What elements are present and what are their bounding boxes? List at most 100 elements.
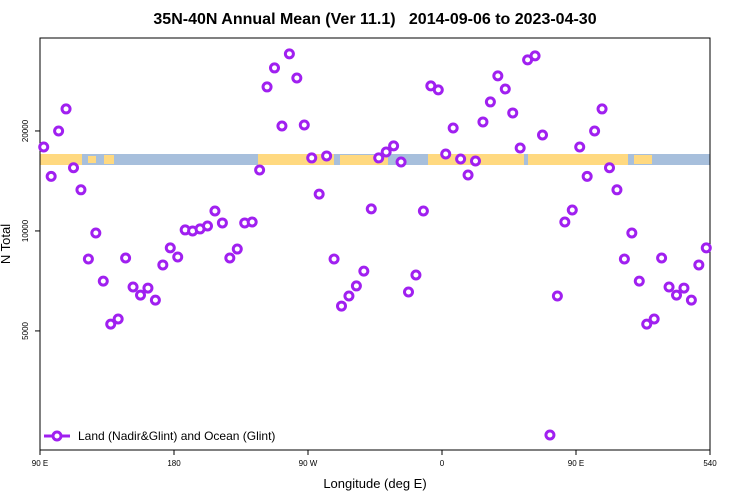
point <box>395 156 407 168</box>
point <box>611 184 623 196</box>
point <box>269 62 280 74</box>
point <box>544 429 556 441</box>
point <box>514 142 526 154</box>
point <box>313 188 325 200</box>
point <box>678 282 690 294</box>
point <box>283 48 295 60</box>
point <box>492 70 504 82</box>
point <box>224 252 236 264</box>
point <box>440 148 452 160</box>
point <box>276 120 288 132</box>
point <box>291 72 303 84</box>
point <box>693 259 705 271</box>
point <box>306 152 318 164</box>
point <box>97 275 109 287</box>
point <box>135 289 146 301</box>
x-tick-label: 0 <box>440 459 445 468</box>
point <box>618 253 630 265</box>
point <box>358 265 370 277</box>
point <box>417 205 429 217</box>
point <box>149 294 161 306</box>
point <box>477 116 489 128</box>
point <box>648 313 660 325</box>
legend-label: Land (Nadir&Glint) and Ocean (Glint) <box>78 429 275 443</box>
point <box>343 290 355 302</box>
point <box>380 146 392 158</box>
land-strip <box>258 154 334 165</box>
point <box>112 313 124 325</box>
point <box>254 164 266 176</box>
point <box>164 242 176 254</box>
point <box>470 155 481 167</box>
point <box>336 300 347 312</box>
point <box>261 81 273 93</box>
point <box>120 252 132 264</box>
point <box>663 281 675 293</box>
point <box>373 152 385 164</box>
point <box>671 289 682 301</box>
point <box>700 242 712 254</box>
x-axis-label: Longitude (deg E) <box>323 476 426 491</box>
y-axis-label: N Total <box>0 224 13 264</box>
point <box>551 290 563 302</box>
point <box>507 107 519 119</box>
x-tick-label: 540 <box>703 459 717 468</box>
x-tick-label: 90 W <box>299 459 318 468</box>
point <box>596 103 608 115</box>
point <box>127 281 139 293</box>
point <box>566 204 578 216</box>
point <box>246 216 258 228</box>
point <box>388 140 400 152</box>
point <box>231 243 243 255</box>
point <box>685 294 697 306</box>
x-tick-label: 90 E <box>568 459 584 468</box>
point <box>38 141 50 153</box>
point <box>403 286 414 298</box>
land-strip <box>634 155 652 164</box>
point <box>626 227 638 239</box>
point <box>60 103 72 115</box>
point <box>298 119 310 131</box>
point <box>499 83 511 95</box>
x-tick-label: 90 E <box>32 459 48 468</box>
point <box>209 205 221 217</box>
point <box>529 50 541 62</box>
y-tick-label: 5000 <box>21 321 30 339</box>
point <box>68 162 79 174</box>
point <box>641 318 653 330</box>
point <box>328 253 340 265</box>
point <box>604 162 615 174</box>
point <box>53 125 65 137</box>
point <box>574 141 586 153</box>
point <box>90 227 102 239</box>
point <box>216 217 228 229</box>
point <box>447 122 459 134</box>
point <box>350 280 362 292</box>
point <box>484 96 496 108</box>
point <box>45 170 57 182</box>
point <box>455 153 467 165</box>
point <box>633 275 645 287</box>
point <box>321 150 333 162</box>
point <box>157 259 169 271</box>
point <box>202 220 213 232</box>
y-tick-label: 20000 <box>21 119 30 142</box>
land-strip <box>88 156 96 163</box>
x-tick-label: 180 <box>167 459 181 468</box>
land-strip <box>104 155 114 164</box>
legend-marker <box>51 430 63 442</box>
land-strip <box>40 154 82 165</box>
point <box>432 84 444 96</box>
point <box>462 169 474 181</box>
point <box>365 203 377 215</box>
plot-frame <box>39 37 711 451</box>
land-strip <box>528 154 628 165</box>
point <box>82 253 94 265</box>
land-strip <box>340 155 388 165</box>
point <box>410 269 422 281</box>
point <box>172 251 184 263</box>
point <box>142 282 154 294</box>
point <box>75 184 87 196</box>
point <box>559 216 571 228</box>
